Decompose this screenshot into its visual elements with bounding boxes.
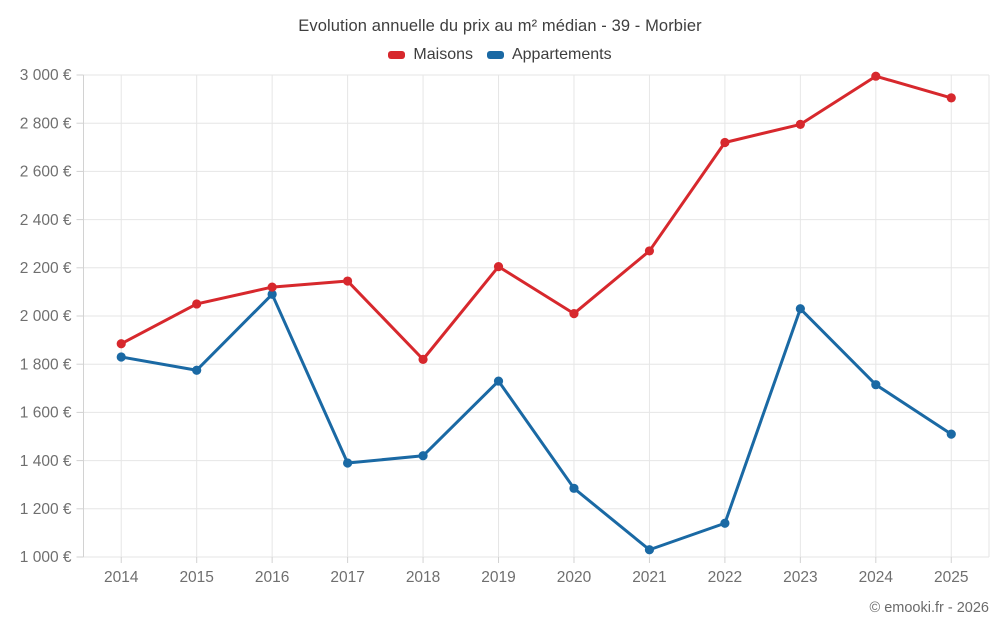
maisons-series-swatch-icon <box>388 51 406 59</box>
svg-text:2016: 2016 <box>255 569 289 586</box>
legend-label-maisons: Maisons <box>413 46 473 63</box>
svg-text:1 000 €: 1 000 € <box>20 549 72 566</box>
svg-text:1 200 €: 1 200 € <box>20 501 72 518</box>
svg-text:1 800 €: 1 800 € <box>20 356 72 373</box>
svg-text:2020: 2020 <box>557 569 592 586</box>
svg-text:2021: 2021 <box>632 569 666 586</box>
legend: Maisons Appartements <box>0 46 1000 64</box>
legend-item-appartements[interactable]: Appartements <box>486 46 612 64</box>
svg-text:2 800 €: 2 800 € <box>20 115 72 132</box>
svg-text:2018: 2018 <box>406 569 440 586</box>
svg-text:2 400 €: 2 400 € <box>20 212 72 229</box>
svg-text:2 200 €: 2 200 € <box>20 260 72 277</box>
svg-text:2 000 €: 2 000 € <box>20 308 72 325</box>
svg-text:2015: 2015 <box>179 569 213 586</box>
copyright-text: © emooki.fr - 2026 <box>869 600 989 616</box>
chart-title: Evolution annuelle du prix au m² médian … <box>298 17 702 35</box>
svg-text:2014: 2014 <box>104 569 139 586</box>
svg-text:2024: 2024 <box>859 569 894 586</box>
svg-text:2019: 2019 <box>481 569 515 586</box>
appartements-series-swatch-icon <box>486 51 504 59</box>
svg-text:2017: 2017 <box>330 569 364 586</box>
svg-text:1 600 €: 1 600 € <box>20 405 72 422</box>
svg-text:3 000 €: 3 000 € <box>20 67 72 84</box>
svg-text:2025: 2025 <box>934 569 968 586</box>
legend-item-maisons[interactable]: Maisons <box>388 46 473 64</box>
svg-text:1 400 €: 1 400 € <box>20 453 72 470</box>
legend-label-appartements: Appartements <box>511 46 612 63</box>
svg-text:2023: 2023 <box>783 569 817 586</box>
svg-text:2022: 2022 <box>708 569 742 586</box>
svg-text:2 600 €: 2 600 € <box>20 164 72 181</box>
